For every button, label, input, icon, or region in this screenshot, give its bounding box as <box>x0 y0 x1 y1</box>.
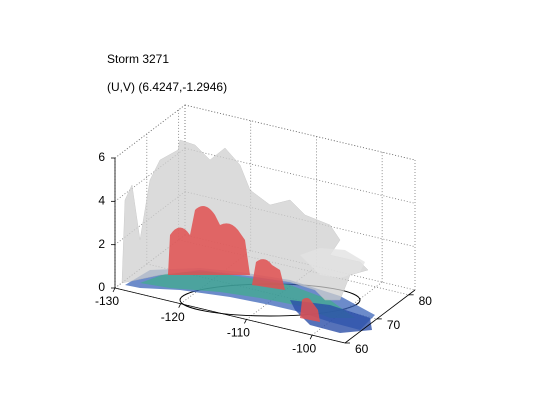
x-tick-label: -100 <box>292 341 316 355</box>
x-tick <box>244 319 247 324</box>
y-axis <box>344 289 416 344</box>
core-red-2 <box>252 259 285 290</box>
z-tick-label: 4 <box>98 194 105 208</box>
axes: -130 -120 -110 -100 60 70 80 0 2 4 6 <box>95 150 432 356</box>
z-tick-label: 2 <box>98 237 105 251</box>
storm-surface <box>121 139 375 333</box>
x-tick <box>178 303 182 308</box>
x-tick-label: -130 <box>95 294 119 308</box>
x-axis <box>114 287 346 344</box>
cloud-shell-east <box>300 248 365 278</box>
chart-title: Storm 3271 <box>107 52 169 66</box>
y-tick-label: 80 <box>419 294 433 308</box>
core-red <box>168 206 250 275</box>
x-tick <box>309 334 313 340</box>
x-tick-label: -110 <box>227 326 250 340</box>
x-tick <box>112 287 116 293</box>
y-tick-label: 60 <box>355 342 369 356</box>
z-tick-label: 0 <box>98 280 105 294</box>
x-tick-label: -120 <box>161 310 185 324</box>
y-tick-label: 70 <box>387 318 401 332</box>
chart-subtitle: (U,V) (6.4247,-1.2946) <box>107 80 227 94</box>
core-red-3 <box>300 297 320 322</box>
box-edge <box>184 104 416 161</box>
z-tick-label: 6 <box>98 150 105 164</box>
